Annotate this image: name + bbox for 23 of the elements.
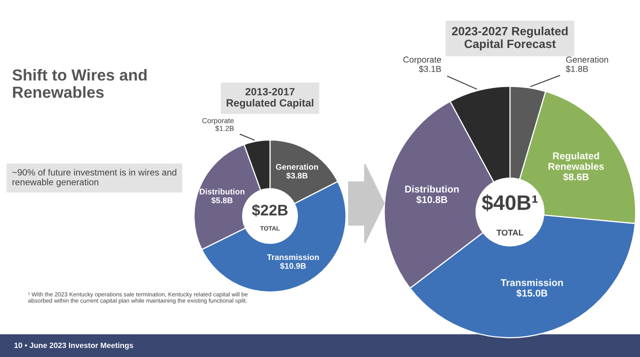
slice-label: Regulated Renewables	[548, 152, 604, 170]
slice-label: Corporate	[403, 56, 442, 64]
text: $40B¹	[482, 194, 538, 212]
text: $22B	[252, 204, 288, 217]
text: Shift to Wires and Renewables	[12, 68, 147, 98]
text: TOTAL	[496, 230, 524, 236]
data-label: $1.8B	[566, 66, 588, 73]
slice-label: Generation	[566, 56, 608, 63]
data-label: $10.9B	[280, 262, 306, 270]
data-label: $8.6B	[563, 173, 589, 181]
data-label: $3.1B	[418, 66, 441, 73]
chart-title: 2023-2027 Regulated Capital Forecast	[452, 26, 568, 50]
slice-label: Generation	[276, 164, 318, 170]
slice-label: Transmission	[500, 278, 563, 286]
chart-title: 2013-2017 Regulated Capital	[226, 88, 314, 109]
data-label: $10.8B	[416, 196, 448, 204]
data-label: $15.0B	[516, 289, 548, 298]
slice-label: Distribution	[405, 185, 459, 193]
text: ~90% of future investment is in wires and renewable generation	[12, 168, 176, 188]
data-label: $3.8B	[286, 172, 308, 180]
data-label: $5.8B	[211, 197, 233, 204]
slice-label: Distribution	[200, 188, 244, 194]
slice-label: Transmission	[267, 254, 319, 260]
